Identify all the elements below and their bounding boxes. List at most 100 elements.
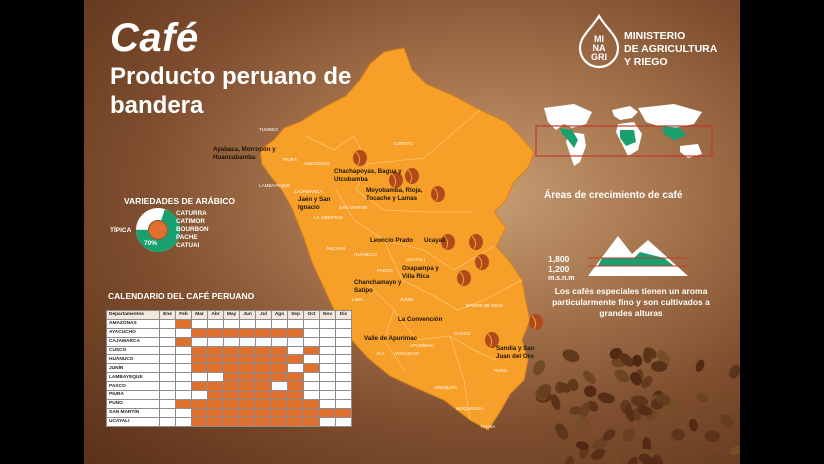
calendar-cell-harvest (223, 390, 240, 400)
coffee-bean (728, 364, 740, 379)
coffee-bean (630, 372, 642, 386)
calendar-cell-harvest (287, 416, 304, 427)
coffee-bean (597, 392, 615, 404)
calendar-department: JUNÍN (106, 363, 160, 374)
calendar-cell-harvest (223, 416, 240, 427)
variety-item: CATIMOR (176, 218, 205, 225)
region-label: LA LIBERTAD (314, 215, 343, 220)
calendar-cell-harvest (271, 390, 288, 400)
coffee-bean (696, 392, 709, 403)
calendar-cell-empty (191, 336, 208, 347)
calendar-department: CAJAMARCA (106, 336, 160, 347)
calendar-cell-harvest (207, 407, 224, 418)
calendar-cell-harvest (191, 416, 208, 427)
calendar-cell-empty (159, 363, 176, 374)
ministry-name: MINISTERIO DE AGRICULTURA Y RIEGO (624, 30, 734, 69)
calendar-department: LAMBAYEQUE (106, 372, 160, 383)
calendar-cell-harvest (223, 407, 240, 418)
calendar-cell-harvest (191, 363, 208, 374)
calendar-cell-empty (159, 318, 176, 329)
calendar-cell-harvest (255, 354, 272, 365)
calendar-cell-harvest (223, 372, 240, 383)
coffee-bean (565, 456, 575, 464)
region-label: TACNA (480, 424, 496, 429)
region-label: JUNÍN (400, 297, 414, 302)
calendar-row: SAN MARTÍN (106, 407, 352, 418)
region-label: PIURA (283, 157, 298, 162)
calendar-cell-harvest (287, 327, 304, 338)
calendar-cell-empty (335, 381, 352, 392)
calendar-cell-empty (335, 327, 352, 338)
altitude-high: 1,800 (548, 254, 570, 264)
calendar-cell-harvest (175, 336, 192, 347)
calendar-row: HUÁNUCO (106, 354, 352, 365)
region-label: AREQUIPA (434, 385, 458, 390)
calendar-cell-empty (191, 390, 208, 400)
calendar-cell-harvest (239, 416, 256, 427)
calendar-cell-empty (335, 345, 352, 356)
calendar-row: CUSCO (106, 345, 352, 356)
altitude-unit: m.s.n.m (548, 275, 575, 282)
tipica-label: TÍPICA (110, 227, 132, 234)
coffee-bean (704, 430, 720, 443)
calendar-cell-harvest (271, 398, 288, 409)
calendar-cell-empty (239, 336, 256, 347)
calendar-cell-harvest (303, 398, 320, 409)
calendar-cell-empty (319, 363, 336, 374)
calendar-cell-harvest (335, 407, 352, 418)
calendar-cell-empty (335, 390, 352, 400)
calendar-cell-empty (335, 336, 352, 347)
calendar-row: JUNÍN (106, 363, 352, 374)
calendar-department: HUÁNUCO (106, 354, 160, 365)
calendar-cell-harvest (223, 363, 240, 374)
calendar-cell-harvest (223, 345, 240, 356)
calendar-cell-empty (287, 318, 304, 329)
calendar-cell-empty (159, 416, 176, 427)
calendar-cell-harvest (223, 354, 240, 365)
calendar-cell-empty (303, 327, 320, 338)
calendar-cell-empty (159, 381, 176, 392)
region-label: PASCO (377, 268, 393, 273)
calendar-cell-harvest (271, 372, 288, 383)
region-label: LAMBAYEQUE (259, 183, 291, 188)
calendar-cell-harvest (271, 363, 288, 374)
calendar-department: PUNO (106, 398, 160, 409)
calendar-cell-empty (303, 390, 320, 400)
page-subtitle: Producto peruano de bandera (110, 63, 352, 119)
page-title: Café (110, 16, 199, 60)
calendar-cell-empty (287, 336, 304, 347)
calendar-cell-empty (319, 372, 336, 383)
bean-marker (469, 234, 483, 250)
coffee-bean (667, 398, 679, 417)
coffee-bean (550, 394, 561, 411)
infographic-poster: Café Producto peruano de bandera MI NA G… (84, 0, 740, 464)
coffee-bean (591, 448, 606, 461)
calendar-cell-empty (175, 390, 192, 400)
varieties-donut-chart (136, 208, 180, 252)
calendar-cell-empty (223, 318, 240, 329)
coffee-bean (713, 391, 727, 405)
harvest-calendar-table: Departamentos Ene Feb Mar Abr May Jun Jul Ago Se… (106, 310, 352, 427)
calendar-cell-empty (335, 318, 352, 329)
calendar-row: CAJAMARCA (106, 336, 352, 347)
calendar-row: UCAYALI (106, 416, 352, 427)
calendar-cell-harvest (223, 327, 240, 338)
bean-marker (405, 168, 419, 184)
coffee-bean (602, 429, 616, 441)
coffee-bean (624, 405, 635, 423)
variety-item: CATURRA (176, 210, 207, 217)
calendar-cell-empty (223, 336, 240, 347)
region-label: LORETO (394, 141, 413, 146)
coffee-belt-areas (560, 126, 686, 148)
calendar-cell-empty (335, 398, 352, 409)
calendar-cell-empty (255, 318, 272, 329)
calendar-cell-empty (255, 336, 272, 347)
world-coffee-map (535, 104, 713, 166)
calendar-cell-harvest (239, 354, 256, 365)
altitude-caption: Los cafés especiales tienen un aroma par… (552, 286, 710, 318)
coffee-bean (651, 361, 668, 372)
calendar-cell-harvest (223, 398, 240, 409)
coffee-bean (688, 418, 698, 432)
calendar-cell-empty (159, 372, 176, 383)
calendar-cell-harvest (223, 381, 240, 392)
